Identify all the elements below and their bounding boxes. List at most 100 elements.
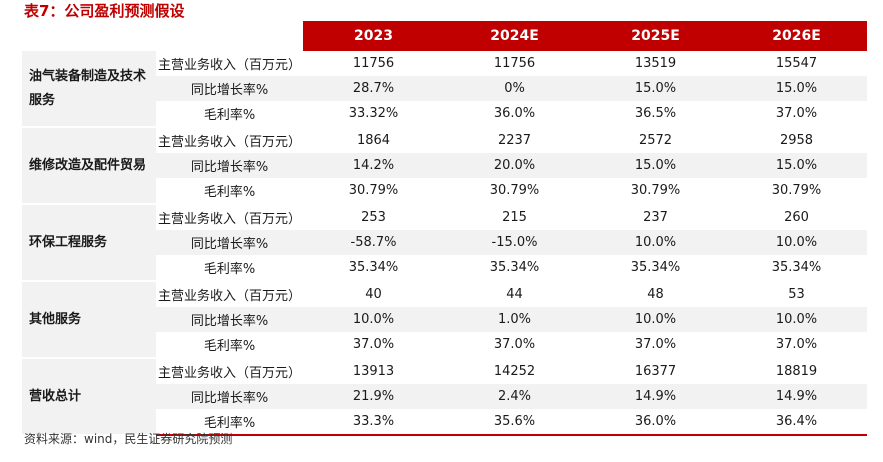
table-row: 其他服务 主营业务收入（百万元） 40 44 48 53 [22,281,867,359]
value-cell: 48 [647,287,664,302]
value-cell: 30.79% [444,178,585,205]
value-cell: 14.9% [585,384,726,409]
value-cell: 15.0% [585,153,726,178]
table-row: 同比增长率% 28.7% 0% 15.0% 15.0% [22,76,867,101]
value-cell: 30.79% [303,178,444,205]
table-row: 同比增长率% 10.0% 1.0% 10.0% 10.0% [22,307,867,332]
value-cell: 2237 [497,133,532,148]
value-cell: 15.0% [726,153,867,178]
value-cell: 53 [788,287,805,302]
value-cell: 37.0% [726,332,867,359]
profit-forecast-table: 2023 2024E 2025E 2026E 油气装备制造及技术服务 主营业务收入… [22,21,867,436]
value-cell: 44 [506,287,523,302]
value-cell: 14.9% [726,384,867,409]
table-row: 油气装备制造及技术服务 主营业务收入（百万元） 11756 11756 13519 155… [22,51,867,128]
table-row: 同比增长率% 21.9% 2.4% 14.9% 14.9% [22,384,867,409]
value-cell: 10.0% [303,307,444,332]
value-cell: 1864 [356,133,391,148]
header-blank-cell [22,21,156,51]
metric-label: 毛利率% [156,409,303,436]
segment-name: 环保工程服务 [22,204,156,282]
table-row: 毛利率% 30.79% 30.79% 30.79% 30.79% [22,178,867,205]
value-cell: 10.0% [585,307,726,332]
metric-label: 同比增长率% [156,153,303,178]
value-cell: -15.0% [444,230,585,255]
value-cell: 18819 [775,364,818,379]
value-cell: 11756 [493,56,536,71]
value-cell: 260 [784,210,809,225]
table-row: 维修改造及配件贸易 主营业务收入（百万元） 1864 2237 2572 2958 [22,127,867,205]
table-row: 营收总计 主营业务收入（百万元） 13913 14252 16377 18819 [22,358,867,436]
segment-name: 营收总计 [22,358,156,436]
table-row: 同比增长率% 14.2% 20.0% 15.0% 15.0% [22,153,867,178]
header-year: 2024E [444,21,585,51]
value-cell: 1.0% [444,307,585,332]
value-cell: 11756 [352,56,395,71]
metric-label: 同比增长率% [156,76,303,101]
value-cell: 36.5% [585,101,726,128]
header-blank-cell [156,21,303,51]
value-cell: 33.3% [303,409,444,436]
metric-label: 主营业务收入（百万元） [157,289,301,304]
value-cell: 253 [361,210,386,225]
value-cell: 14.2% [303,153,444,178]
value-cell: 237 [643,210,668,225]
segment-name: 其他服务 [22,281,156,359]
value-cell: 36.4% [726,409,867,436]
value-cell: 36.0% [444,101,585,128]
table-row: 环保工程服务 主营业务收入（百万元） 253 215 237 260 [22,204,867,282]
metric-label: 毛利率% [156,332,303,359]
value-cell: 35.34% [585,255,726,282]
metric-label: 毛利率% [156,255,303,282]
value-cell: 35.34% [726,255,867,282]
value-cell: 36.0% [585,409,726,436]
metric-label: 主营业务收入（百万元） [157,135,301,150]
value-cell: 215 [502,210,527,225]
value-cell: 37.0% [444,332,585,359]
table-row: 毛利率% 33.32% 36.0% 36.5% 37.0% [22,101,867,128]
value-cell: 10.0% [726,230,867,255]
value-cell: 37.0% [726,101,867,128]
value-cell: 2572 [638,133,673,148]
header-year: 2025E [585,21,726,51]
header-year: 2023 [303,21,444,51]
table-row: 毛利率% 35.34% 35.34% 35.34% 35.34% [22,255,867,282]
segment-name: 维修改造及配件贸易 [22,127,156,205]
value-cell: 13519 [634,56,677,71]
metric-label: 毛利率% [156,101,303,128]
table-row: 毛利率% 37.0% 37.0% 37.0% 37.0% [22,332,867,359]
segment-name: 油气装备制造及技术服务 [22,51,156,128]
source-note: 资料来源：wind，民生证券研究院预测 [24,432,233,446]
metric-label: 主营业务收入（百万元） [157,366,301,381]
value-cell: 28.7% [303,76,444,101]
value-cell: 30.79% [585,178,726,205]
value-cell: 16377 [634,364,677,379]
value-cell: 35.34% [303,255,444,282]
value-cell: 37.0% [303,332,444,359]
value-cell: 35.6% [444,409,585,436]
value-cell: 14252 [493,364,536,379]
value-cell: 15547 [775,56,818,71]
value-cell: 40 [365,287,382,302]
header-year: 2026E [726,21,867,51]
metric-label: 毛利率% [156,178,303,205]
value-cell: 37.0% [585,332,726,359]
value-cell: 10.0% [726,307,867,332]
header-row: 2023 2024E 2025E 2026E [22,21,867,51]
value-cell: 2958 [779,133,814,148]
metric-label: 主营业务收入（百万元） [157,212,301,227]
value-cell: 13913 [352,364,395,379]
value-cell: 20.0% [444,153,585,178]
table-row: 毛利率% 33.3% 35.6% 36.0% 36.4% [22,409,867,436]
value-cell: 21.9% [303,384,444,409]
value-cell: -58.7% [303,230,444,255]
value-cell: 35.34% [444,255,585,282]
value-cell: 10.0% [585,230,726,255]
value-cell: 33.32% [303,101,444,128]
value-cell: 0% [444,76,585,101]
table-title: 表7：公司盈利预测假设 [24,2,185,20]
metric-label: 同比增长率% [156,230,303,255]
metric-label: 同比增长率% [156,384,303,409]
value-cell: 30.79% [726,178,867,205]
table-row: 同比增长率% -58.7% -15.0% 10.0% 10.0% [22,230,867,255]
